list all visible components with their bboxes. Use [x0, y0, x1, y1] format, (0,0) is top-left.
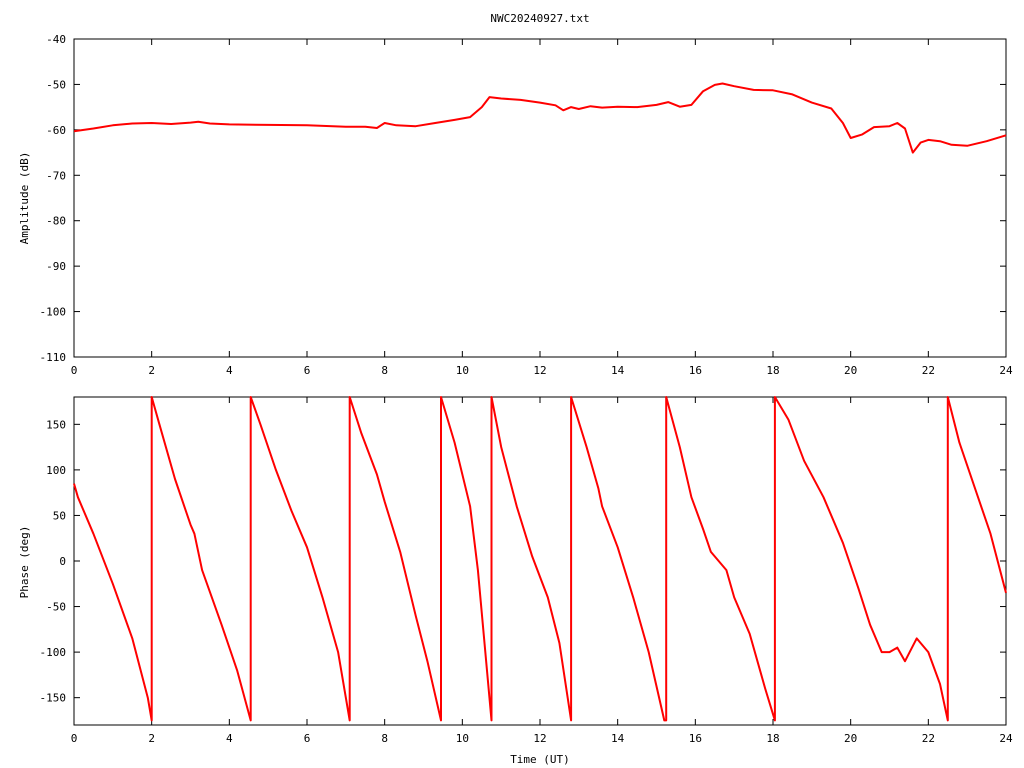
- amplitude-y-tick-label: -80: [46, 215, 66, 228]
- amplitude-y-tick-label: -70: [46, 169, 66, 182]
- phase-y-tick-label: 50: [53, 509, 66, 522]
- phase-y-tick-label: 0: [59, 555, 66, 568]
- amplitude-x-tick-label: 4: [226, 364, 233, 377]
- amplitude-ticks: [73, 38, 1007, 358]
- phase-x-tick-label: 10: [456, 732, 469, 745]
- amplitude-tick-labels: 0 2 4 6 8 10 12 14 16 18 20 22 24-40-50-60-70-80-90-…: [40, 33, 1013, 377]
- amplitude-x-tick-label: 6: [304, 364, 311, 377]
- amplitude-x-tick-label: 22: [922, 364, 935, 377]
- phase-x-tick-label: 0: [71, 732, 78, 745]
- amplitude-y-tick-label: -60: [46, 124, 66, 137]
- phase-y-axis-label: Phase (deg): [18, 526, 31, 599]
- amplitude-y-tick-label: -50: [46, 78, 66, 91]
- amplitude-x-tick-label: 20: [844, 364, 857, 377]
- phase-x-tick-label: 14: [611, 732, 625, 745]
- phase-ticks: [73, 397, 1007, 725]
- phase-x-tick-label: 24: [999, 732, 1013, 745]
- amplitude-y-tick-label: -100: [40, 306, 67, 319]
- amplitude-x-tick-label: 12: [533, 364, 546, 377]
- amplitude-panel: NWC20240927.txt Amplitude (dB) 0 2 4 6 8 10 12…: [18, 12, 1013, 377]
- amplitude-x-tick-label: 14: [611, 364, 625, 377]
- amplitude-y-tick-label: -90: [46, 260, 66, 273]
- amplitude-x-tick-label: 18: [766, 364, 779, 377]
- phase-plot-frame: [73, 396, 1007, 726]
- amplitude-y-tick-label: -110: [40, 351, 67, 364]
- amplitude-x-tick-label: 10: [456, 364, 469, 377]
- phase-x-tick-label: 22: [922, 732, 935, 745]
- amplitude-y-axis-label: Amplitude (dB): [18, 152, 31, 245]
- amplitude-x-tick-label: 16: [689, 364, 702, 377]
- phase-y-tick-label: -100: [40, 646, 67, 659]
- amplitude-x-tick-label: 0: [71, 364, 78, 377]
- phase-x-tick-label: 6: [304, 732, 311, 745]
- amplitude-x-tick-label: 2: [148, 364, 155, 377]
- phase-y-tick-label: -150: [40, 692, 67, 705]
- phase-panel: Phase (deg) Time (UT) 0 2 4 6 8 10 12 14 16 18 20 2…: [18, 396, 1013, 766]
- phase-x-tick-label: 12: [533, 732, 546, 745]
- amplitude-trace: [73, 82, 1007, 154]
- phase-x-tick-label: 16: [689, 732, 702, 745]
- phase-y-tick-label: -50: [46, 601, 66, 614]
- phase-trace: [73, 396, 1007, 722]
- phase-x-tick-label: 18: [766, 732, 779, 745]
- phase-x-tick-label: 2: [148, 732, 155, 745]
- amplitude-plot-frame: [73, 38, 1007, 358]
- time-x-axis-label: Time (UT): [510, 753, 570, 766]
- phase-x-tick-label: 4: [226, 732, 233, 745]
- phase-y-tick-label: 100: [46, 464, 66, 477]
- phase-x-tick-label: 8: [381, 732, 388, 745]
- phase-x-tick-label: 20: [844, 732, 857, 745]
- phase-tick-labels: 0 2 4 6 8 10 12 14 16 18 20 22 24150100500-50-100-15…: [40, 418, 1013, 745]
- phase-y-tick-label: 150: [46, 418, 66, 431]
- amplitude-x-tick-label: 24: [999, 364, 1013, 377]
- amplitude-x-tick-label: 8: [381, 364, 388, 377]
- chart-title: NWC20240927.txt: [490, 12, 589, 25]
- amplitude-y-tick-label: -40: [46, 33, 66, 46]
